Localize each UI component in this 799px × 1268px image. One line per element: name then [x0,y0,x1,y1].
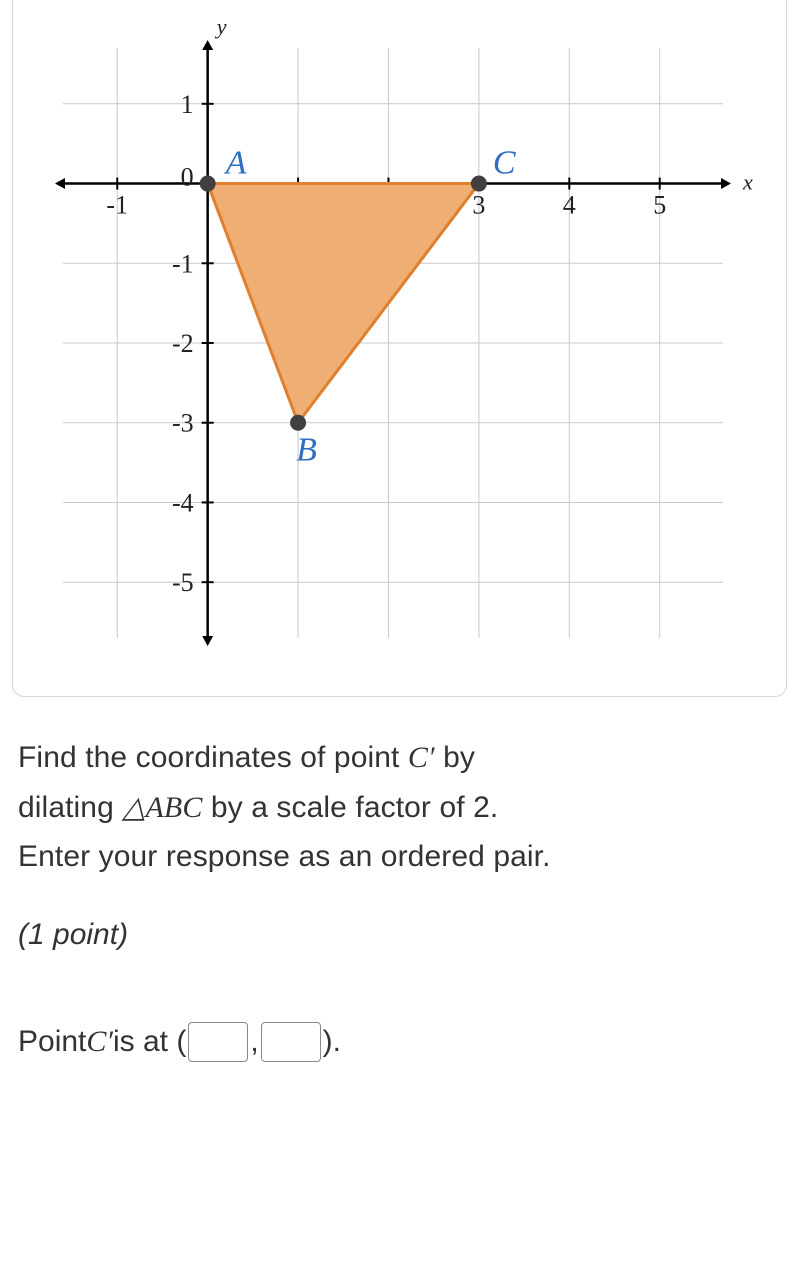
question-text: Find the coordinates of point C′ by dila… [0,697,799,882]
svg-text:A: A [224,145,247,182]
coordinate-graph: -1123450-5-4-3-2-110xyACB [33,18,753,668]
svg-text:3: 3 [472,191,485,220]
svg-text:C: C [493,145,516,182]
ans-math: C′ [86,1025,113,1059]
svg-text:5: 5 [653,191,666,220]
svg-text:-2: -2 [172,329,194,358]
answer-x-input[interactable] [188,1022,248,1062]
svg-text:-3: -3 [172,409,194,438]
answer-row: Point C′ is at ( , ). [0,952,799,1062]
svg-text:x: x [742,170,753,195]
q-line3: Enter your response as an ordered pair. [18,840,551,873]
ans-post: ). [323,1025,341,1059]
q-line1-pre: Find the coordinates of point [18,741,408,774]
points-label: (1 point) [0,882,799,952]
answer-y-input[interactable] [261,1022,321,1062]
svg-text:1: 1 [181,90,194,119]
svg-text:B: B [296,432,317,469]
q-line2-math: △ABC [122,791,202,824]
svg-text:-1: -1 [106,191,128,220]
ans-mid: is at ( [113,1025,186,1059]
svg-text:0: 0 [181,163,194,192]
svg-text:4: 4 [563,191,576,220]
graph-card: -1123450-5-4-3-2-110xyACB [12,0,787,697]
q-line1-math: C′ [408,741,435,774]
svg-text:-5: -5 [172,568,194,597]
q-line1-post: by [435,741,475,774]
ans-pre: Point [18,1025,86,1059]
graph-svg: -1123450-5-4-3-2-110xyACB [33,18,753,668]
q-line2-post: by a scale factor of 2. [202,791,498,824]
svg-text:y: y [215,18,227,39]
q-line2-pre: dilating [18,791,122,824]
ans-comma: , [250,1025,258,1059]
svg-text:-4: -4 [172,488,194,517]
svg-text:-1: -1 [172,249,194,278]
